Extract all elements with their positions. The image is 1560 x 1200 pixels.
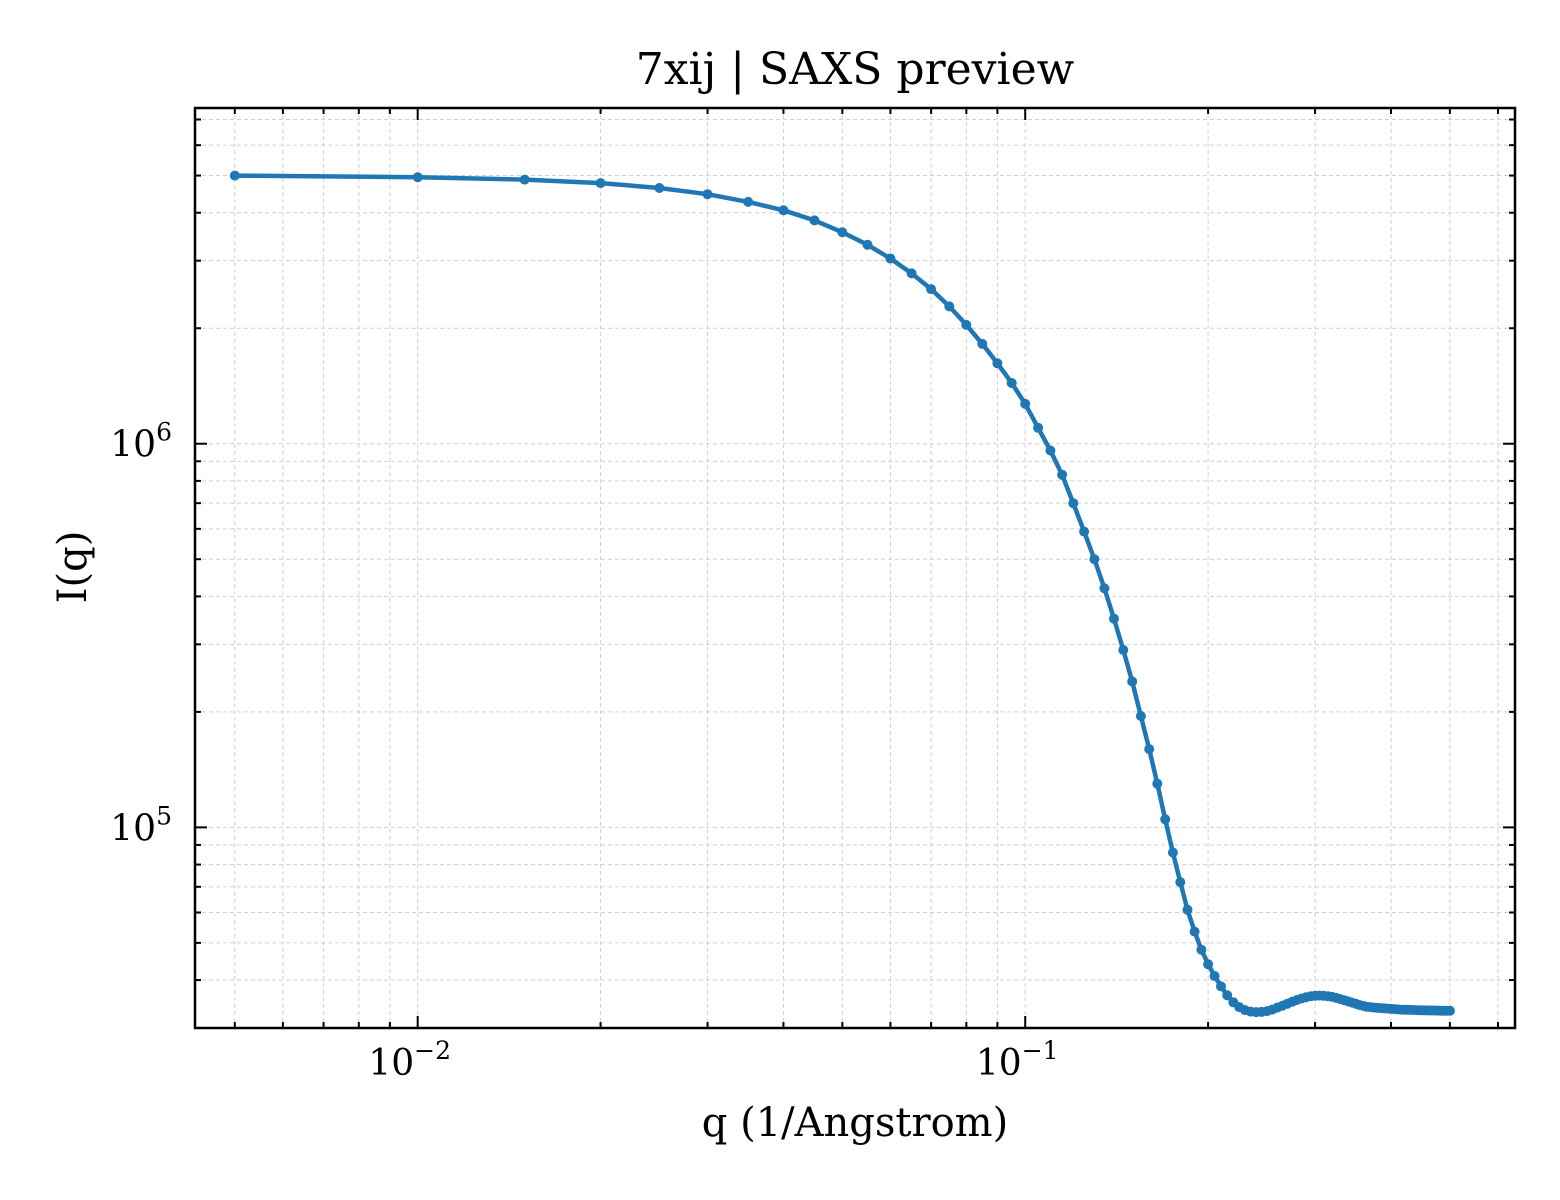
y-tick-label: 106 (110, 418, 172, 466)
data-point (1045, 445, 1056, 456)
data-point (1144, 744, 1155, 755)
data-point (1079, 526, 1090, 537)
data-point (654, 183, 665, 193)
data-point (229, 170, 240, 181)
data-point (1160, 814, 1171, 825)
x-tick-label: 10−1 (976, 1036, 1059, 1084)
plot-frame (193, 106, 1517, 1030)
data-point (1209, 971, 1220, 981)
data-point (702, 189, 713, 200)
data-point (977, 338, 988, 349)
x-tick-label: 10−2 (368, 1036, 451, 1084)
data-point (778, 205, 789, 216)
axis-ticks: 10−2 10−1 105 106 (110, 108, 1515, 1084)
data-point (1216, 981, 1226, 992)
data-point (1033, 422, 1044, 433)
data-point (1109, 613, 1119, 624)
data-point (926, 284, 937, 295)
data-point (1189, 926, 1200, 937)
data-point (1057, 469, 1068, 480)
data-point (1175, 877, 1186, 888)
data-point (1068, 498, 1079, 509)
x-axis-label: q (1/Angstrom) (702, 1100, 1008, 1146)
data-point (1444, 1005, 1455, 1016)
data-point (809, 215, 820, 226)
data-point (885, 253, 896, 264)
data-point (1118, 645, 1129, 655)
data-point (837, 227, 848, 238)
data-point (1196, 944, 1207, 955)
data-point (1006, 378, 1017, 388)
data-point (1127, 676, 1138, 687)
data-point (1152, 778, 1163, 789)
data-point (1135, 711, 1146, 722)
data-point (743, 196, 754, 207)
data-point (1222, 990, 1233, 1001)
chart-title: 7xij | SAXS preview (636, 44, 1075, 95)
data-point (1099, 583, 1110, 594)
grid-lines (195, 108, 1515, 1029)
data-point (961, 319, 972, 330)
data-point (1089, 554, 1100, 565)
data-point (862, 239, 873, 250)
data-point (944, 301, 955, 312)
y-axis-label: I(q) (50, 531, 96, 604)
data-point (1020, 398, 1031, 409)
data-point (519, 174, 530, 185)
data-point (412, 172, 423, 183)
data-point (992, 358, 1003, 369)
data-point (1167, 847, 1178, 858)
data-point (1182, 904, 1193, 915)
y-tick-label: 105 (110, 801, 172, 849)
data-point (1203, 959, 1214, 970)
data-point (906, 268, 917, 279)
series-layer (229, 170, 1455, 1018)
data-point (595, 178, 606, 189)
